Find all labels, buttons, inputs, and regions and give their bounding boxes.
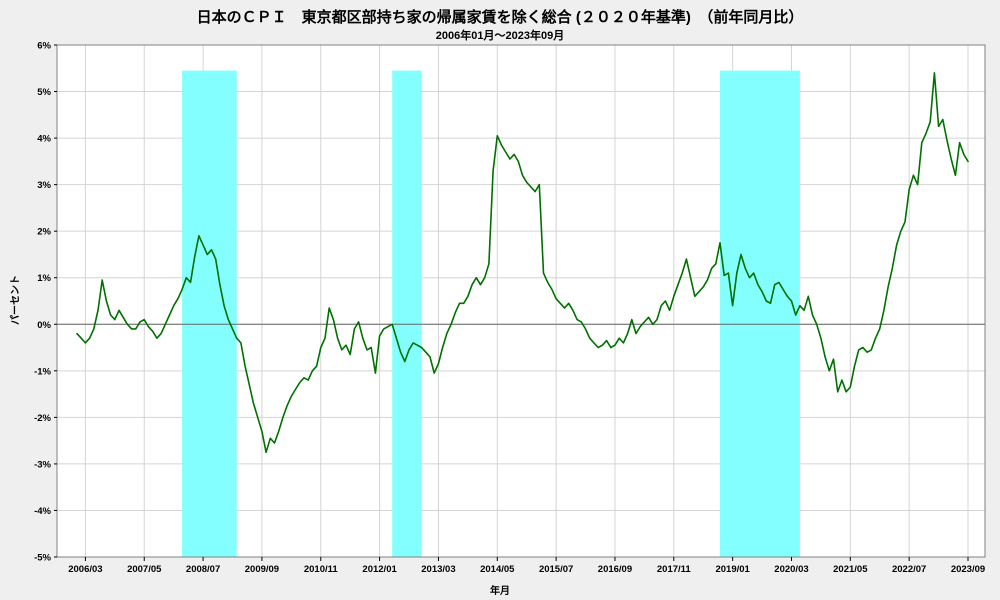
svg-text:2013/03: 2013/03 <box>421 564 455 575</box>
x-axis-title: 年月 <box>490 586 510 597</box>
svg-text:6%: 6% <box>37 41 51 52</box>
svg-text:2006/03: 2006/03 <box>68 564 102 575</box>
svg-text:2023/09: 2023/09 <box>951 564 985 575</box>
svg-text:2015/07: 2015/07 <box>539 564 573 575</box>
svg-text:2009/09: 2009/09 <box>245 564 279 575</box>
svg-text:2010/11: 2010/11 <box>304 564 339 575</box>
svg-text:2%: 2% <box>37 227 51 238</box>
svg-text:-5%: -5% <box>34 553 51 564</box>
svg-text:2020/03: 2020/03 <box>774 564 808 575</box>
svg-text:3%: 3% <box>37 180 51 191</box>
svg-text:1%: 1% <box>37 273 51 284</box>
svg-text:5%: 5% <box>37 87 51 98</box>
svg-text:2022/07: 2022/07 <box>892 564 926 575</box>
svg-text:-1%: -1% <box>34 366 51 377</box>
svg-text:4%: 4% <box>37 134 51 145</box>
svg-text:2021/05: 2021/05 <box>833 564 868 575</box>
svg-text:2012/01: 2012/01 <box>362 564 397 575</box>
chart-subtitle: 2006年01月～2023年09月 <box>435 30 565 42</box>
svg-text:2017/11: 2017/11 <box>657 564 692 575</box>
svg-text:2019/01: 2019/01 <box>715 564 750 575</box>
svg-text:2016/09: 2016/09 <box>598 564 632 575</box>
svg-text:-4%: -4% <box>34 506 51 517</box>
svg-text:2007/05: 2007/05 <box>127 564 162 575</box>
svg-text:2008/07: 2008/07 <box>186 564 220 575</box>
svg-text:0%: 0% <box>37 320 51 331</box>
svg-text:-3%: -3% <box>34 459 51 470</box>
svg-text:2014/05: 2014/05 <box>480 564 515 575</box>
svg-text:-2%: -2% <box>34 413 51 424</box>
chart-title: 日本のＣＰＩ 東京都区部持ち家の帰属家賃を除く総合 (２０２０年基準) （前年同… <box>196 9 804 26</box>
